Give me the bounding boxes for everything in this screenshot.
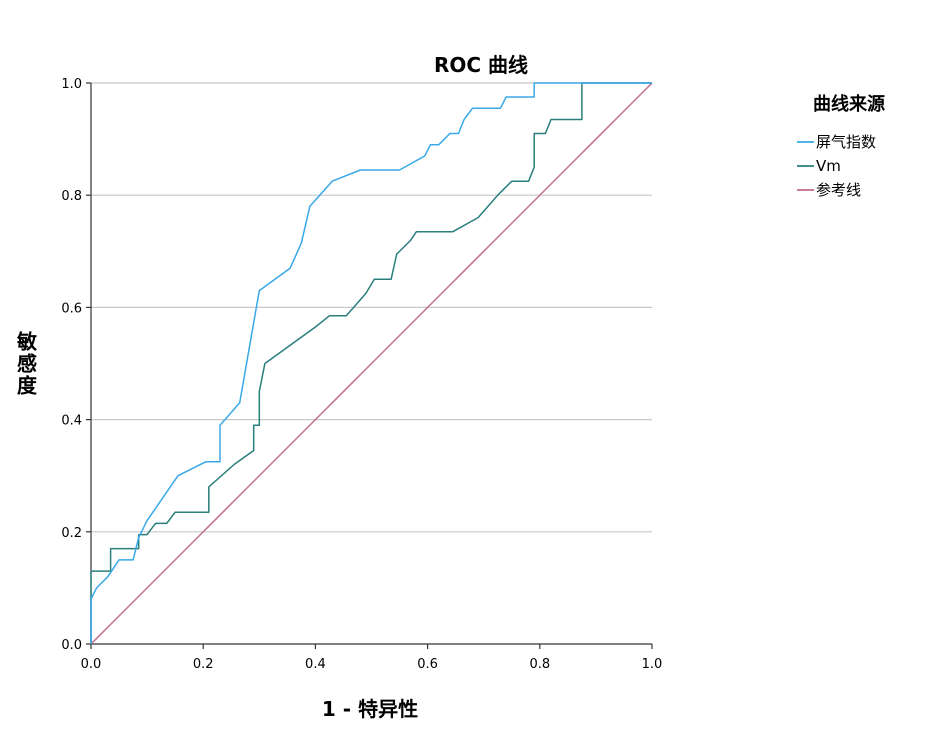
series-lines [90, 82, 653, 645]
y-tick-label: 0.2 [61, 526, 82, 541]
series-line [90, 82, 652, 644]
chart-title: ROC 曲线 [434, 53, 528, 77]
y-axis-title: 敏感度 [16, 330, 38, 398]
x-tick-labels: 0.0 0.2 0.4 0.6 0.8 1.0 [81, 644, 663, 672]
axes [90, 83, 652, 645]
x-tick-label: 0.0 [81, 657, 102, 672]
x-tick-label: 0.4 [305, 657, 326, 672]
legend-label: Vm [816, 157, 841, 175]
x-axis-title: 1 - 特异性 [322, 697, 418, 721]
y-tick-label: 0.8 [61, 189, 82, 204]
y-tick-labels: 0.0 0.2 0.4 0.6 0.8 1.0 [61, 77, 91, 653]
x-tick-label: 0.6 [417, 657, 438, 672]
series-line [90, 82, 653, 645]
legend-label: 屏气指数 [816, 133, 876, 151]
x-tick-label: 0.8 [529, 657, 550, 672]
y-tick-label: 0.0 [61, 638, 82, 653]
series-line [90, 82, 652, 644]
gridlines [91, 82, 652, 533]
legend-label: 参考线 [816, 181, 861, 199]
y-tick-label: 0.6 [61, 301, 82, 316]
y-tick-label: 0.4 [61, 414, 82, 429]
y-tick-label: 1.0 [61, 77, 82, 92]
x-tick-label: 0.2 [193, 657, 214, 672]
legend-title: 曲线来源 [813, 93, 885, 115]
x-tick-label: 1.0 [642, 657, 663, 672]
legend: 屏气指数 Vm 参考线 [797, 133, 876, 199]
